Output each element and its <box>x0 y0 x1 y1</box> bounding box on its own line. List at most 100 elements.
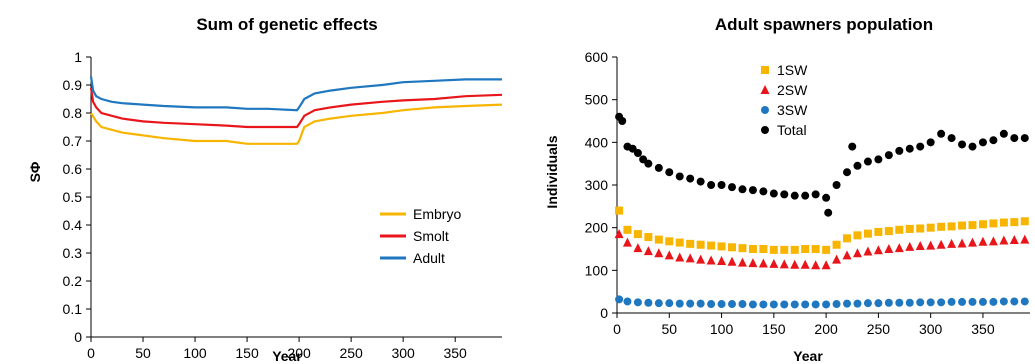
y-tick-label: 0.7 <box>63 133 83 149</box>
data-point-3sw <box>623 297 632 306</box>
data-point-2sw <box>727 256 737 266</box>
series-total <box>615 112 1029 217</box>
data-point-total <box>1010 134 1019 143</box>
data-point-3sw <box>905 298 914 307</box>
data-point-1sw <box>675 238 684 247</box>
series-line-embryo <box>90 103 503 145</box>
data-point-1sw <box>665 237 674 246</box>
y-tick-label: 0 <box>74 329 82 345</box>
data-point-total <box>843 168 852 177</box>
x-tick-label: 200 <box>287 345 311 361</box>
y-tick-label: 200 <box>585 220 609 236</box>
series-2sw <box>614 229 1030 270</box>
data-point-2sw <box>758 258 768 268</box>
data-point-2sw <box>894 243 904 253</box>
x-tick-label: 0 <box>87 345 95 361</box>
data-point-total <box>707 181 716 189</box>
data-point-2sw <box>675 252 685 262</box>
data-point-3sw <box>832 300 841 309</box>
data-point-1sw <box>728 243 737 252</box>
legend-marker-3sw <box>761 106 769 114</box>
data-point-1sw <box>947 222 956 231</box>
genetic-effects-chart: Sum of genetic effects 0 0.1 0.2 0.3 0.4 0.5 0… <box>27 15 503 364</box>
x-tick-label: 0 <box>613 321 621 337</box>
data-point-2sw <box>696 254 706 264</box>
data-point-2sw <box>988 236 998 246</box>
x-tick-label: 250 <box>867 321 891 337</box>
data-point-total <box>999 129 1008 138</box>
data-point-1sw <box>874 227 883 236</box>
legend-marker-total <box>761 126 769 134</box>
data-point-2sw <box>926 240 936 250</box>
data-point-2sw <box>873 245 883 255</box>
data-point-total <box>895 146 904 155</box>
data-point-1sw <box>633 230 642 239</box>
data-point-total <box>728 183 737 192</box>
data-point-total <box>937 129 946 138</box>
legend-label: Adult <box>413 250 445 266</box>
data-point-total <box>968 142 977 151</box>
data-point-3sw <box>780 300 789 309</box>
data-point-1sw <box>832 240 841 249</box>
data-point-3sw <box>633 298 642 307</box>
data-point-2sw <box>811 260 821 270</box>
data-point-2sw <box>790 259 800 269</box>
series-line-smolt <box>89 87 503 129</box>
x-tick-label: 150 <box>762 321 786 337</box>
data-point-3sw <box>654 299 663 308</box>
data-point-2sw <box>905 241 915 251</box>
data-point-2sw <box>800 259 810 269</box>
legend-marker-2sw <box>760 85 770 94</box>
data-point-total <box>790 191 799 200</box>
data-point-total <box>824 208 833 217</box>
y-tick-label: 400 <box>585 134 609 150</box>
x-tick-label: 350 <box>443 345 467 361</box>
x-tick-label: 100 <box>183 345 207 361</box>
data-point-1sw <box>895 225 904 234</box>
data-point-2sw <box>967 237 977 247</box>
series-line-adult <box>89 76 502 112</box>
data-point-total <box>644 159 653 168</box>
y-tick-label: 600 <box>585 49 609 65</box>
x-tick-label: 50 <box>661 321 677 337</box>
y-tick-label: 1 <box>74 49 82 65</box>
data-point-2sw <box>748 258 758 268</box>
data-point-3sw <box>843 299 852 308</box>
series-3sw <box>615 295 1029 309</box>
data-point-2sw <box>654 248 664 258</box>
data-point-total <box>717 181 726 189</box>
data-point-total <box>618 117 627 125</box>
x-tick-label: 300 <box>919 321 943 337</box>
data-point-total <box>978 138 987 147</box>
data-point-total <box>675 172 684 181</box>
x-axis-label: Year <box>793 348 823 364</box>
data-point-1sw <box>801 245 810 253</box>
y-tick-label: 500 <box>585 92 609 108</box>
data-point-3sw <box>759 300 768 309</box>
data-point-2sw <box>769 258 779 268</box>
data-point-2sw <box>832 254 842 264</box>
data-point-3sw <box>989 297 998 306</box>
data-point-2sw <box>884 244 894 253</box>
data-point-total <box>884 151 893 160</box>
data-point-3sw <box>811 300 820 309</box>
data-point-3sw <box>738 300 747 309</box>
data-point-1sw <box>937 222 946 231</box>
data-point-2sw <box>1009 235 1019 245</box>
data-point-1sw <box>759 245 768 253</box>
data-point-3sw <box>937 298 946 307</box>
data-point-1sw <box>696 240 705 249</box>
legend-label: Total <box>777 122 807 138</box>
data-point-1sw <box>769 245 778 254</box>
data-point-total <box>989 136 998 145</box>
data-point-total <box>780 190 789 199</box>
data-point-3sw <box>926 298 935 307</box>
data-point-3sw <box>874 299 883 308</box>
data-point-total <box>832 181 841 189</box>
x-tick-label: 250 <box>339 345 363 361</box>
data-point-total <box>848 142 857 151</box>
data-point-2sw <box>1020 234 1030 244</box>
data-point-3sw <box>1010 297 1019 306</box>
y-tick-label: 0 <box>600 305 608 321</box>
